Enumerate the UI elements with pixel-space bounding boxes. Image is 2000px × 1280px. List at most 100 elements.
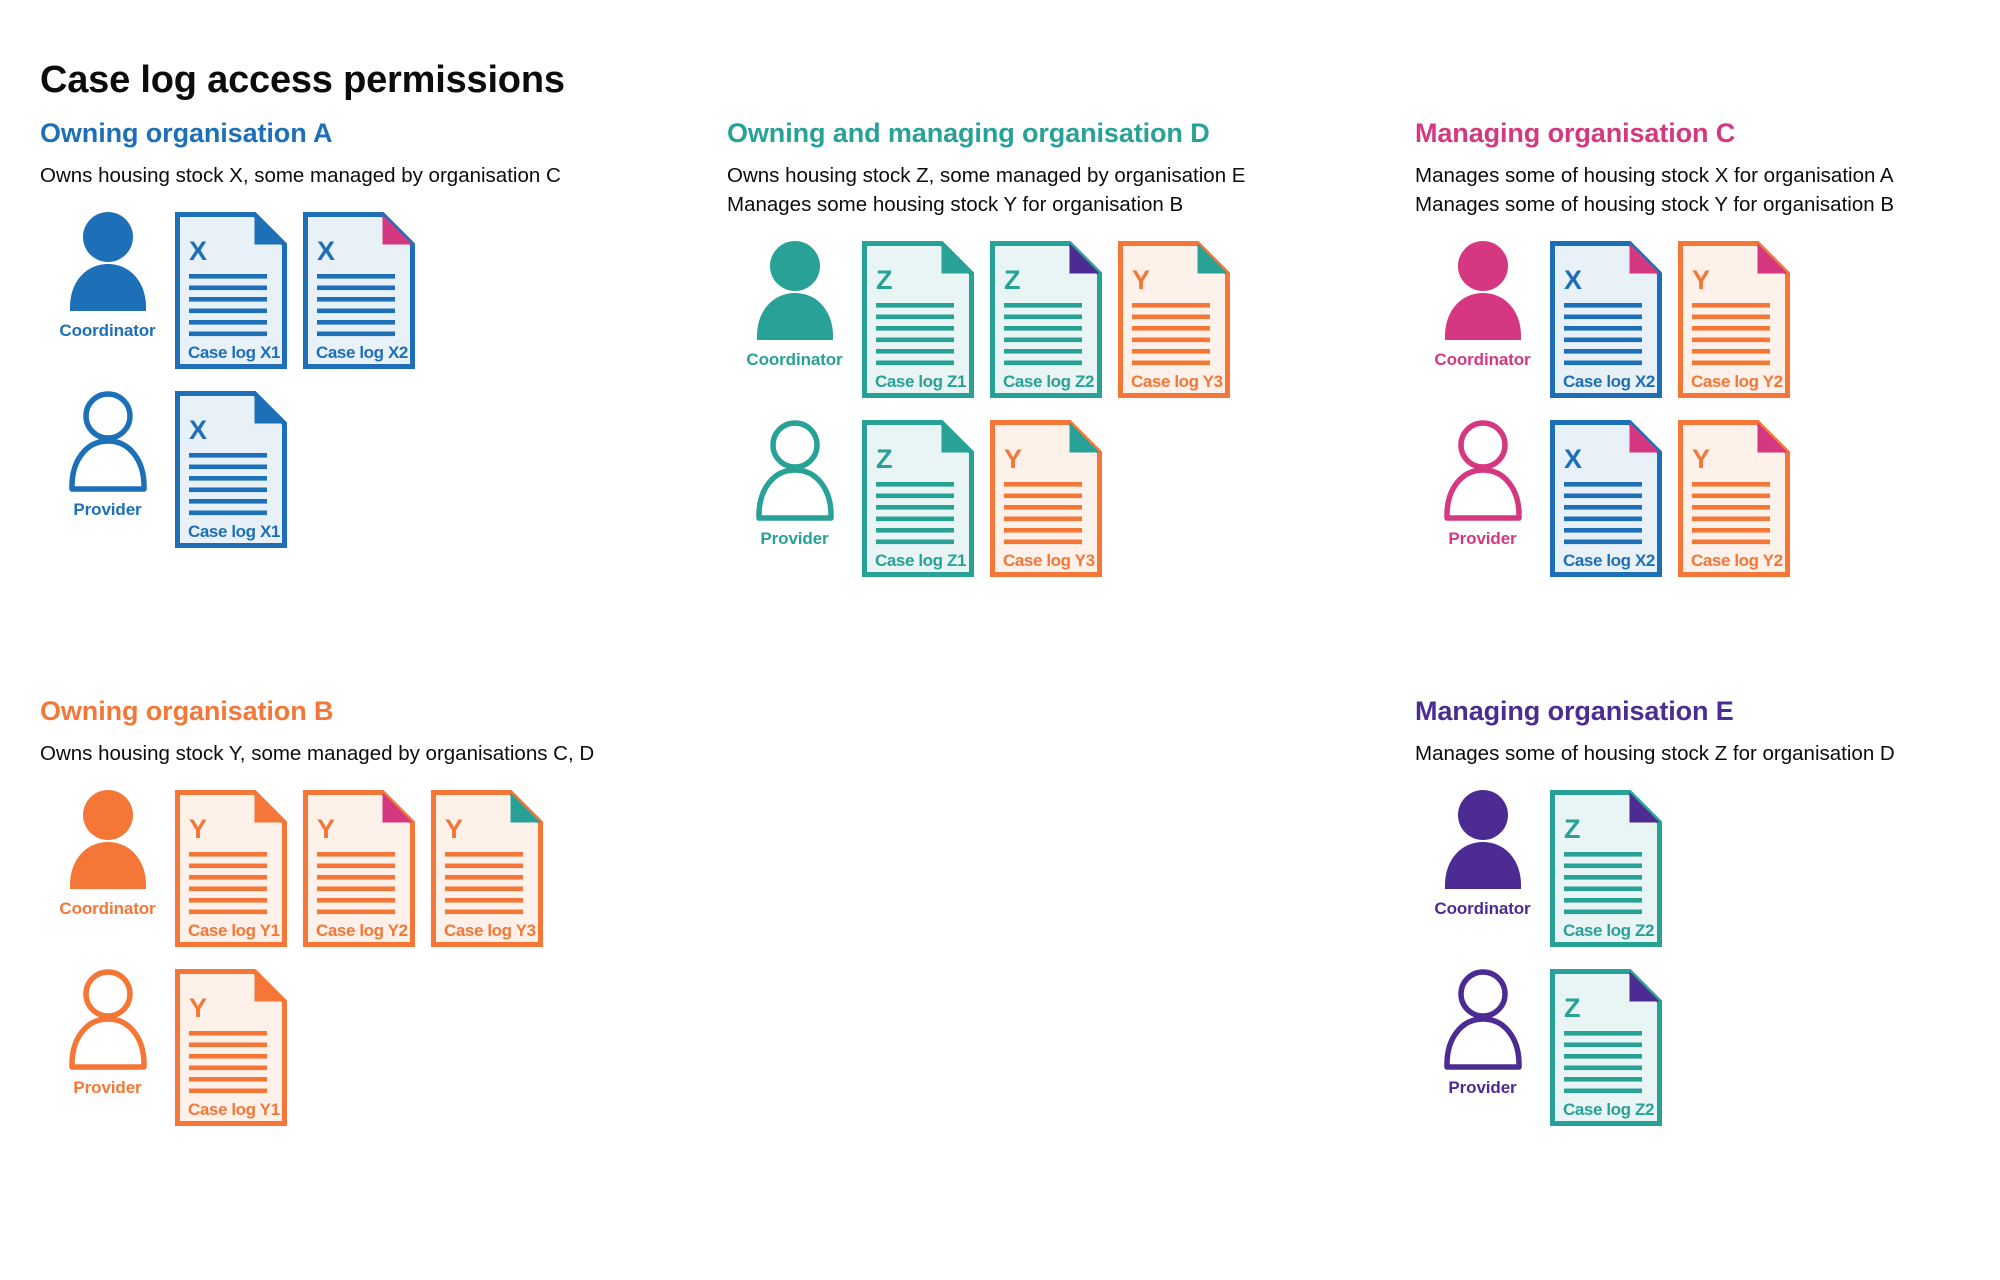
role-label: Coordinator — [1434, 350, 1531, 370]
role-coordinator[interactable]: Coordinator — [1415, 241, 1550, 370]
role-label: Provider — [73, 1078, 142, 1098]
case-log-case-log-z1[interactable]: Z Case log Z1 — [862, 241, 974, 399]
case-log-list: X Case log X1 — [175, 391, 287, 549]
person-filled-icon — [69, 790, 146, 890]
case-log-case-log-y3[interactable]: Y Case log Y3 — [1118, 241, 1230, 399]
case-log-list: Y Case log Y1 — [175, 969, 287, 1127]
role-row-provider: Provider X Case log X1 — [40, 391, 561, 549]
svg-text:Case log Y1: Case log Y1 — [188, 921, 280, 940]
role-provider[interactable]: Provider — [40, 969, 175, 1098]
case-log-document-icon: Y Case log Y2 — [1678, 241, 1790, 399]
role-provider[interactable]: Provider — [40, 391, 175, 520]
case-log-case-log-y1[interactable]: Y Case log Y1 — [175, 790, 287, 948]
role-provider[interactable]: Provider — [1415, 420, 1550, 549]
svg-text:Case log X2: Case log X2 — [316, 343, 408, 362]
svg-text:Y: Y — [317, 814, 335, 844]
page-title: Case log access permissions — [40, 59, 565, 102]
case-log-case-log-x2[interactable]: X Case log X2 — [1550, 420, 1662, 578]
svg-text:Case log Z2: Case log Z2 — [1563, 1100, 1654, 1119]
role-label: Provider — [73, 500, 142, 520]
svg-text:X: X — [189, 415, 207, 445]
svg-text:Case log X2: Case log X2 — [1563, 551, 1655, 570]
svg-text:Case log Y2: Case log Y2 — [1691, 551, 1783, 570]
svg-text:X: X — [1564, 265, 1582, 295]
case-log-case-log-y1[interactable]: Y Case log Y1 — [175, 969, 287, 1127]
role-row-coordinator: Coordinator X Case log X1 X Case log X2 — [40, 212, 561, 370]
role-rows-org-d: Coordinator Z Case log Z1 Z Case log Z2 Y Case… — [727, 241, 1245, 578]
role-row-coordinator: Coordinator Y Case log Y1 Y Case log Y2 Y Case… — [40, 790, 594, 948]
case-log-case-log-x1[interactable]: X Case log X1 — [175, 391, 287, 549]
case-log-list: Z Case log Z2 — [1550, 969, 1662, 1127]
svg-text:Case log Y3: Case log Y3 — [444, 921, 536, 940]
case-log-document-icon: Z Case log Z1 — [862, 420, 974, 578]
svg-text:Y: Y — [1132, 265, 1150, 295]
case-log-document-icon: Z Case log Z2 — [1550, 969, 1662, 1127]
case-log-document-icon: X Case log X2 — [1550, 241, 1662, 399]
case-log-document-icon: X Case log X1 — [175, 212, 287, 370]
case-log-list: Z Case log Z1 Y Case log Y3 — [862, 420, 1102, 578]
svg-text:Case log X2: Case log X2 — [1563, 372, 1655, 391]
person-outline-icon — [68, 969, 147, 1070]
svg-text:Case log Y1: Case log Y1 — [188, 1100, 280, 1119]
role-rows-org-c: Coordinator X Case log X2 Y Case log Y2 Provi… — [1415, 241, 1894, 578]
case-log-document-icon: Y Case log Y3 — [1118, 241, 1230, 399]
role-coordinator[interactable]: Coordinator — [40, 212, 175, 341]
case-log-document-icon: Y Case log Y2 — [303, 790, 415, 948]
svg-text:Case log Y3: Case log Y3 — [1003, 551, 1095, 570]
svg-text:Case log X1: Case log X1 — [188, 343, 280, 362]
svg-text:Case log Y2: Case log Y2 — [1691, 372, 1783, 391]
role-row-provider: Provider Z Case log Z1 Y Case log Y3 — [727, 420, 1245, 578]
role-coordinator[interactable]: Coordinator — [727, 241, 862, 370]
case-log-case-log-x2[interactable]: X Case log X2 — [303, 212, 415, 370]
case-log-document-icon: Y Case log Y2 — [1678, 420, 1790, 578]
role-rows-org-b: Coordinator Y Case log Y1 Y Case log Y2 Y Case… — [40, 790, 594, 1127]
person-outline-icon — [755, 420, 834, 522]
case-log-document-icon: X Case log X1 — [175, 391, 287, 549]
person-outline-icon — [68, 391, 147, 492]
case-log-case-log-z2[interactable]: Z Case log Z2 — [990, 241, 1102, 399]
svg-text:X: X — [1564, 444, 1582, 474]
section-org-d: Owning and managing organisation D Owns h… — [727, 118, 1245, 595]
case-log-list: X Case log X2 Y Case log Y2 — [1550, 420, 1790, 578]
section-description-org-b: Owns housing stock Y, some managed by or… — [40, 742, 595, 766]
case-log-case-log-z2[interactable]: Z Case log Z2 — [1550, 790, 1662, 948]
case-log-case-log-y3[interactable]: Y Case log Y3 — [431, 790, 543, 948]
role-label: Coordinator — [59, 899, 156, 919]
svg-text:Case log X1: Case log X1 — [188, 522, 280, 541]
case-log-document-icon: Y Case log Y3 — [431, 790, 543, 948]
svg-text:Z: Z — [876, 444, 893, 474]
case-log-case-log-y2[interactable]: Y Case log Y2 — [303, 790, 415, 948]
role-label: Coordinator — [746, 350, 843, 370]
person-filled-icon — [1444, 241, 1521, 341]
svg-text:Y: Y — [189, 814, 207, 844]
svg-text:Case log Z1: Case log Z1 — [875, 372, 966, 391]
svg-text:Y: Y — [1692, 265, 1710, 295]
case-log-case-log-y2[interactable]: Y Case log Y2 — [1678, 420, 1790, 578]
case-log-list: X Case log X1 X Case log X2 — [175, 212, 415, 370]
svg-text:Z: Z — [1564, 814, 1581, 844]
role-coordinator[interactable]: Coordinator — [1415, 790, 1550, 919]
case-log-case-log-z2[interactable]: Z Case log Z2 — [1550, 969, 1662, 1127]
role-row-coordinator: Coordinator X Case log X2 Y Case log Y2 — [1415, 241, 1894, 399]
case-log-case-log-y3[interactable]: Y Case log Y3 — [990, 420, 1102, 578]
svg-text:Z: Z — [876, 265, 893, 295]
role-rows-org-a: Coordinator X Case log X1 X Case log X2 Provi… — [40, 212, 561, 549]
case-log-document-icon: Y Case log Y1 — [175, 790, 287, 948]
role-provider[interactable]: Provider — [727, 420, 862, 549]
section-heading-org-b: Owning organisation B — [40, 696, 334, 726]
case-log-list: Y Case log Y1 Y Case log Y2 Y Case log Y3 — [175, 790, 543, 948]
svg-text:Y: Y — [1004, 444, 1022, 474]
section-heading-org-c: Managing organisation C — [1415, 118, 1736, 148]
role-label: Provider — [760, 529, 829, 549]
svg-text:X: X — [317, 236, 335, 266]
case-log-case-log-y2[interactable]: Y Case log Y2 — [1678, 241, 1790, 399]
role-provider[interactable]: Provider — [1415, 969, 1550, 1098]
svg-text:Case log Z1: Case log Z1 — [875, 551, 966, 570]
case-log-case-log-z1[interactable]: Z Case log Z1 — [862, 420, 974, 578]
svg-text:Y: Y — [445, 814, 463, 844]
role-coordinator[interactable]: Coordinator — [40, 790, 175, 919]
case-log-document-icon: Z Case log Z2 — [1550, 790, 1662, 948]
section-description-org-d: Owns housing stock Z, some managed by or… — [727, 164, 1246, 217]
case-log-case-log-x2[interactable]: X Case log X2 — [1550, 241, 1662, 399]
case-log-case-log-x1[interactable]: X Case log X1 — [175, 212, 287, 370]
